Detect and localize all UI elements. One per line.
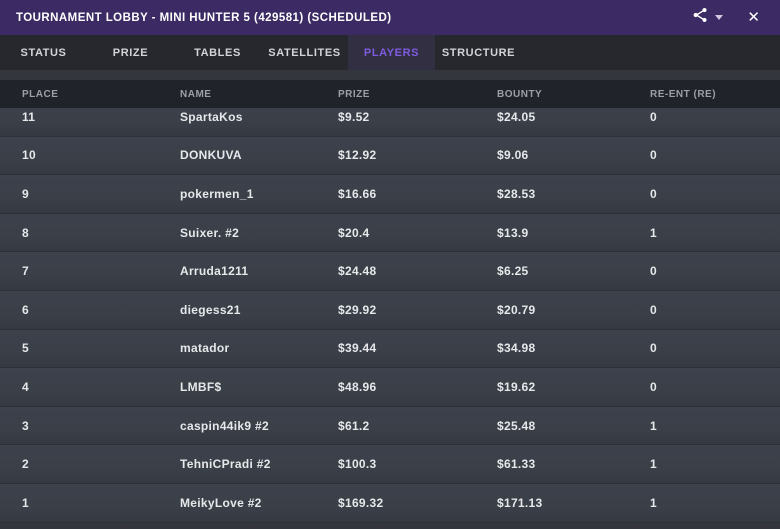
cell-place: 11 [22, 109, 36, 124]
table-row[interactable]: 3 caspin44ik9 #2 $61.2 $25.48 1 [0, 406, 780, 446]
cell-bounty: $28.53 [497, 186, 536, 201]
share-icon [691, 6, 709, 29]
cell-place: 2 [22, 457, 29, 472]
cell-prize: $169.32 [338, 495, 384, 510]
cell-bounty: $20.79 [497, 302, 536, 317]
cell-reent: 1 [650, 225, 657, 240]
close-icon[interactable]: ✕ [747, 9, 760, 26]
cell-place: 1 [22, 495, 29, 510]
titlebar: TOURNAMENT LOBBY - MINI HUNTER 5 (429581… [0, 0, 780, 35]
cell-prize: $100.3 [338, 457, 377, 472]
table-row[interactable]: 10 DONKUVA $12.92 $9.06 0 [0, 136, 780, 176]
cell-prize: $39.44 [338, 341, 377, 356]
cell-place: 6 [22, 302, 29, 317]
table-row[interactable]: 4 LMBF$ $48.96 $19.62 0 [0, 368, 780, 407]
tab-tables[interactable]: TABLES [194, 46, 241, 59]
cell-reent: 0 [650, 302, 657, 317]
cell-bounty: $13.9 [497, 225, 529, 240]
cell-prize: $12.92 [338, 148, 377, 163]
cell-bounty: $25.48 [497, 418, 536, 433]
tab-satellites[interactable]: SATELLITES [268, 46, 341, 59]
cell-bounty: $9.06 [497, 148, 529, 163]
cell-reent: 1 [650, 495, 657, 510]
cell-name: MeikyLove #2 [180, 495, 262, 510]
cell-name: caspin44ik9 #2 [180, 418, 269, 433]
table-row[interactable]: 11 SpartaKos $9.52 $24.05 0 [0, 108, 780, 137]
table-row[interactable]: 5 matador $39.44 $34.98 0 [0, 329, 780, 369]
table-row[interactable]: 8 Suixer. #2 $20.4 $13.9 1 [0, 213, 780, 253]
tab-prize[interactable]: PRIZE [112, 46, 149, 59]
cell-prize: $20.4 [338, 225, 370, 240]
cell-name: TehniCPradi #2 [180, 457, 271, 472]
chevron-down-icon [715, 15, 724, 20]
cell-prize: $9.52 [338, 109, 370, 124]
cell-bounty: $6.25 [497, 264, 529, 279]
cell-name: pokermen_1 [180, 186, 254, 201]
cell-reent: 0 [650, 148, 657, 163]
cell-name: diegess21 [180, 302, 241, 317]
content-gap [0, 70, 780, 80]
table-row[interactable]: 1 MeikyLove #2 $169.32 $171.13 1 [0, 483, 780, 523]
column-header-place: PLACE [22, 88, 59, 100]
lobby-tabbar: STATUS PRIZE TABLES SATELLITES PLAYERS S… [0, 35, 780, 70]
cell-name: Suixer. #2 [180, 225, 240, 240]
cell-name: SpartaKos [180, 109, 243, 124]
tab-structure[interactable]: STRUCTURE [441, 46, 516, 59]
cell-bounty: $34.98 [497, 341, 536, 356]
cell-prize: $29.92 [338, 302, 377, 317]
titlebar-actions: ✕ [691, 6, 764, 29]
cell-bounty: $61.33 [497, 457, 536, 472]
table-row[interactable]: 6 diegess21 $29.92 $20.79 0 [0, 290, 780, 330]
cell-place: 9 [22, 186, 29, 201]
cell-prize: $16.66 [338, 186, 377, 201]
table-row[interactable]: 2 TehniCPradi #2 $100.3 $61.33 1 [0, 445, 780, 484]
cell-bounty: $171.13 [497, 495, 543, 510]
cell-reent: 1 [650, 418, 657, 433]
cell-prize: $61.2 [338, 418, 370, 433]
table-row[interactable]: 9 pokermen_1 $16.66 $28.53 0 [0, 175, 780, 214]
cell-place: 8 [22, 225, 29, 240]
cell-reent: 0 [650, 109, 657, 124]
cell-reent: 0 [650, 264, 657, 279]
cell-place: 3 [22, 418, 29, 433]
table-row[interactable]: 7 Arruda1211 $24.48 $6.25 0 [0, 252, 780, 291]
players-table-body[interactable]: 11 SpartaKos $9.52 $24.05 0 10 DONKUVA $… [0, 108, 780, 529]
cell-place: 4 [22, 379, 29, 394]
tab-status[interactable]: STATUS [20, 46, 67, 59]
cell-place: 7 [22, 264, 29, 279]
cell-reent: 0 [650, 379, 657, 394]
column-header-bounty: BOUNTY [497, 88, 543, 100]
cell-reent: 0 [650, 186, 657, 201]
column-header-name: NAME [180, 88, 212, 100]
cell-name: matador [180, 341, 230, 356]
tab-players[interactable]: PLAYERS [348, 35, 435, 70]
cell-prize: $48.96 [338, 379, 377, 394]
column-header-prize: PRIZE [338, 88, 370, 100]
cell-prize: $24.48 [338, 264, 377, 279]
cell-name: DONKUVA [180, 148, 242, 163]
column-header-reent: RE-ENT (RE) [650, 88, 717, 100]
cell-bounty: $19.62 [497, 379, 536, 394]
window-title: TOURNAMENT LOBBY - MINI HUNTER 5 (429581… [16, 11, 392, 24]
cell-place: 5 [22, 341, 29, 356]
cell-reent: 0 [650, 341, 657, 356]
players-table-header: PLACE NAME PRIZE BOUNTY RE-ENT (RE) [0, 80, 780, 108]
cell-name: Arruda1211 [180, 264, 249, 279]
share-button[interactable] [691, 6, 724, 29]
cell-bounty: $24.05 [497, 109, 536, 124]
cell-reent: 1 [650, 457, 657, 472]
cell-name: LMBF$ [180, 379, 222, 394]
cell-place: 10 [22, 148, 36, 163]
